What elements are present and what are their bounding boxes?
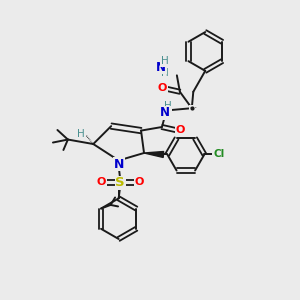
Text: O: O [176,125,185,135]
Text: N: N [160,106,170,119]
Text: H: H [164,101,172,111]
Text: N: N [156,61,166,74]
Text: H: H [161,68,169,78]
Text: Cl: Cl [213,149,224,160]
Text: S: S [115,176,125,189]
Text: ⋯: ⋯ [189,105,196,111]
Text: O: O [158,83,167,93]
Text: N: N [113,158,124,170]
Text: O: O [134,177,144,187]
Text: H: H [77,129,85,139]
Text: H: H [161,56,169,66]
Polygon shape [144,152,164,158]
Text: O: O [97,177,106,187]
